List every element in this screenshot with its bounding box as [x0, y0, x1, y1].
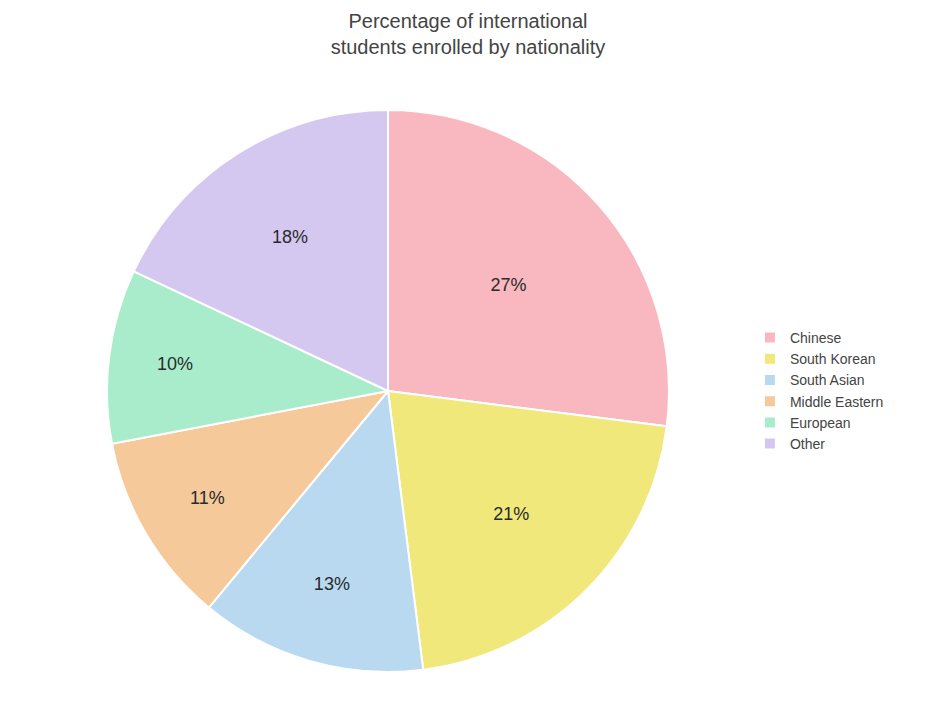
svg-text:South Korean: South Korean: [790, 351, 876, 367]
svg-text:Chinese: Chinese: [790, 330, 842, 346]
svg-text:18%: 18%: [272, 227, 308, 247]
svg-text:Middle Eastern: Middle Eastern: [790, 394, 883, 410]
svg-text:European: European: [790, 415, 851, 431]
svg-text:South Asian: South Asian: [790, 372, 865, 388]
svg-text:10%: 10%: [157, 354, 193, 374]
svg-text:21%: 21%: [493, 504, 529, 524]
svg-text:11%: 11%: [190, 488, 225, 508]
svg-text:Percentage of internationalstu: Percentage of internationalstudents enro…: [331, 10, 606, 58]
svg-text:Other: Other: [790, 436, 825, 452]
svg-text:27%: 27%: [490, 275, 526, 295]
svg-text:13%: 13%: [314, 574, 350, 594]
